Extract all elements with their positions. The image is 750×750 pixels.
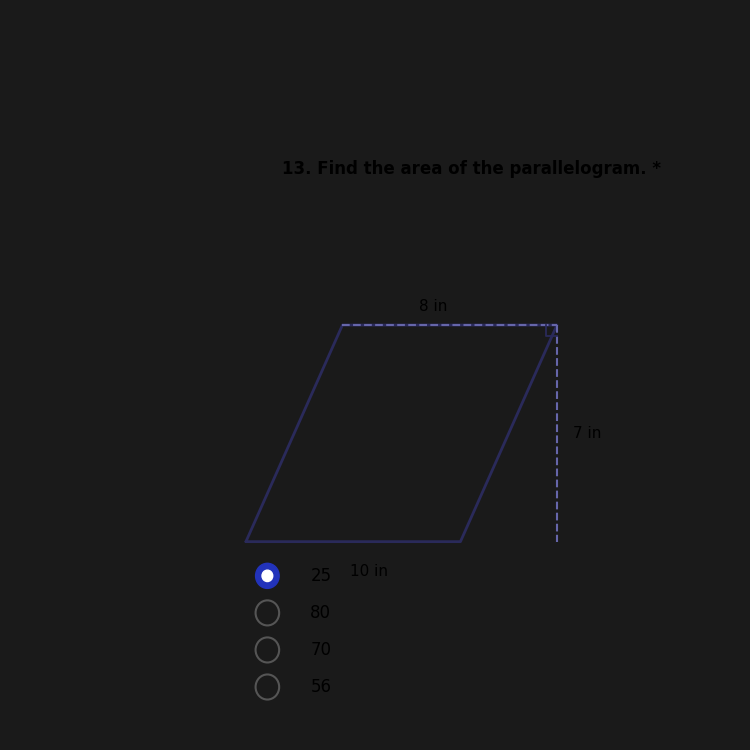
Text: 8 in: 8 in	[419, 298, 448, 314]
Circle shape	[262, 570, 273, 581]
Text: 7 in: 7 in	[573, 426, 602, 441]
Text: 80: 80	[310, 604, 332, 622]
Circle shape	[256, 563, 279, 589]
Text: 25: 25	[310, 567, 332, 585]
Text: 56: 56	[310, 678, 332, 696]
Text: 13. Find the area of the parallelogram. *: 13. Find the area of the parallelogram. …	[282, 160, 661, 178]
Text: 70: 70	[310, 641, 332, 659]
Text: 10 in: 10 in	[350, 565, 388, 580]
